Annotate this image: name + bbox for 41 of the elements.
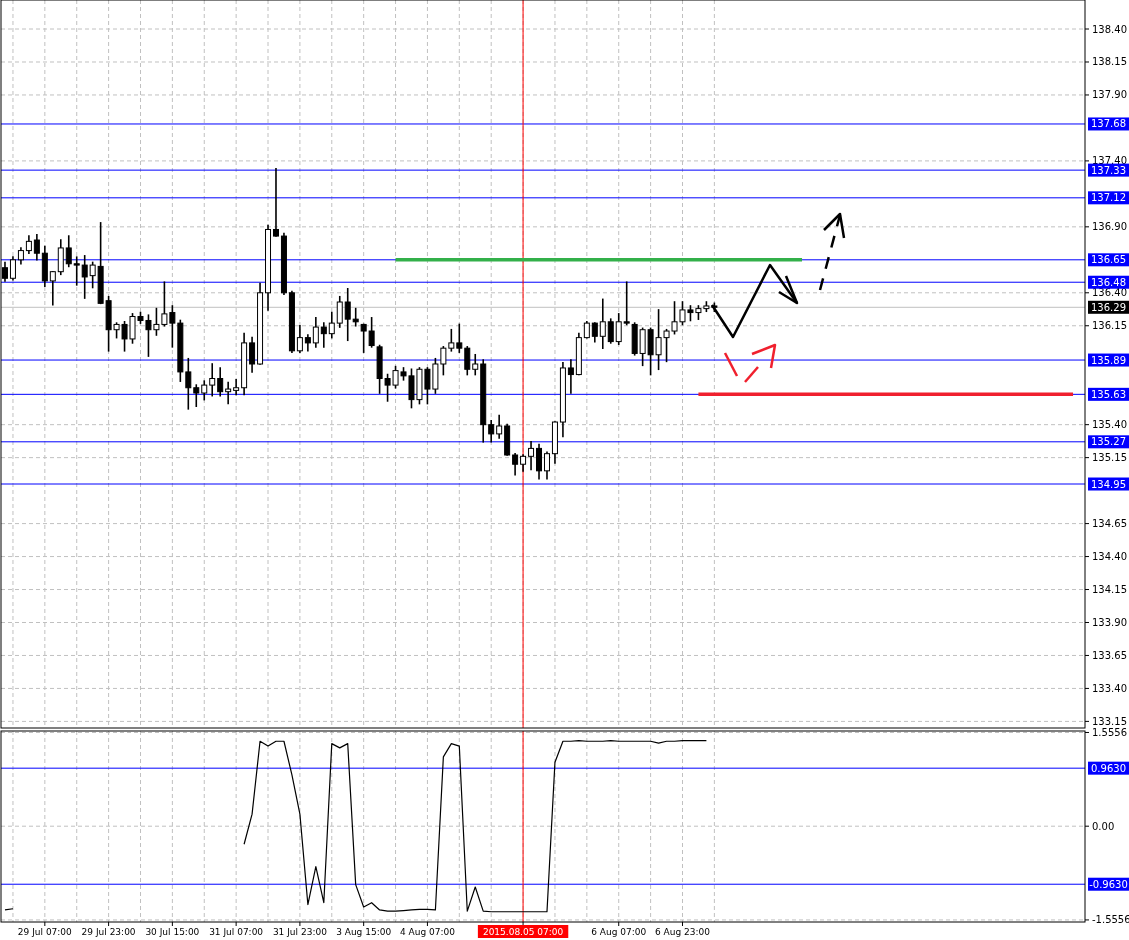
ref-line-label: 137.33 bbox=[1091, 164, 1126, 176]
ref-line-label: 137.68 bbox=[1091, 118, 1126, 130]
x-tick-label: 3 Aug 15:00 bbox=[336, 927, 392, 937]
ref-line-label: 135.89 bbox=[1091, 354, 1126, 366]
y-tick-label: 136.15 bbox=[1092, 320, 1127, 332]
x-tick-label: 2015.08.05 07:00 bbox=[482, 927, 564, 937]
x-tick-label: 29 Jul 07:00 bbox=[17, 927, 73, 937]
y-tick-label: -1.5556 bbox=[1092, 914, 1129, 926]
y-tick-label: 137.40 bbox=[1092, 155, 1127, 167]
ref-line-label: 136.29 bbox=[1091, 301, 1126, 313]
y-tick-label: 133.65 bbox=[1092, 649, 1127, 661]
y-tick-label: 134.40 bbox=[1092, 551, 1127, 563]
y-tick-label: 133.90 bbox=[1092, 616, 1127, 628]
y-tick-label: 133.40 bbox=[1092, 682, 1127, 694]
y-tick-label: 136.40 bbox=[1092, 287, 1127, 299]
ref-line-label: 135.27 bbox=[1091, 436, 1126, 448]
x-tick-label: 6 Aug 07:00 bbox=[591, 927, 647, 937]
y-tick-label: 138.40 bbox=[1092, 23, 1127, 35]
ref-line-label: -0.9630 bbox=[1089, 878, 1128, 890]
y-tick-label: 135.40 bbox=[1092, 419, 1127, 431]
x-tick-label: 31 Jul 23:00 bbox=[272, 927, 328, 937]
y-tick-label: 133.15 bbox=[1092, 715, 1127, 727]
y-tick-label: 1.5556 bbox=[1092, 726, 1127, 738]
ref-line-label: 134.95 bbox=[1091, 478, 1126, 490]
y-tick-label: 138.15 bbox=[1092, 56, 1127, 68]
ref-line-label: 136.48 bbox=[1091, 276, 1126, 288]
y-tick-label: 134.65 bbox=[1092, 518, 1127, 530]
y-tick-label: 134.15 bbox=[1092, 584, 1127, 596]
ref-line-label: 135.63 bbox=[1091, 388, 1126, 400]
x-tick-label: 29 Jul 23:00 bbox=[81, 927, 136, 937]
ref-line-label: 137.12 bbox=[1091, 192, 1126, 204]
x-tick-label: 31 Jul 07:00 bbox=[209, 927, 264, 937]
y-tick-label: 137.90 bbox=[1092, 89, 1127, 101]
y-tick-label: 0.00 bbox=[1092, 820, 1115, 832]
ref-line-label: 0.9630 bbox=[1091, 762, 1126, 774]
y-tick-label: 136.90 bbox=[1092, 221, 1127, 233]
x-tick-label: 30 Jul 15:00 bbox=[145, 927, 200, 937]
ref-line-label: 136.65 bbox=[1091, 254, 1126, 266]
y-tick-label: 135.15 bbox=[1092, 452, 1127, 464]
x-tick-label: 6 Aug 23:00 bbox=[655, 927, 711, 937]
x-tick-label: 4 Aug 07:00 bbox=[399, 927, 456, 937]
